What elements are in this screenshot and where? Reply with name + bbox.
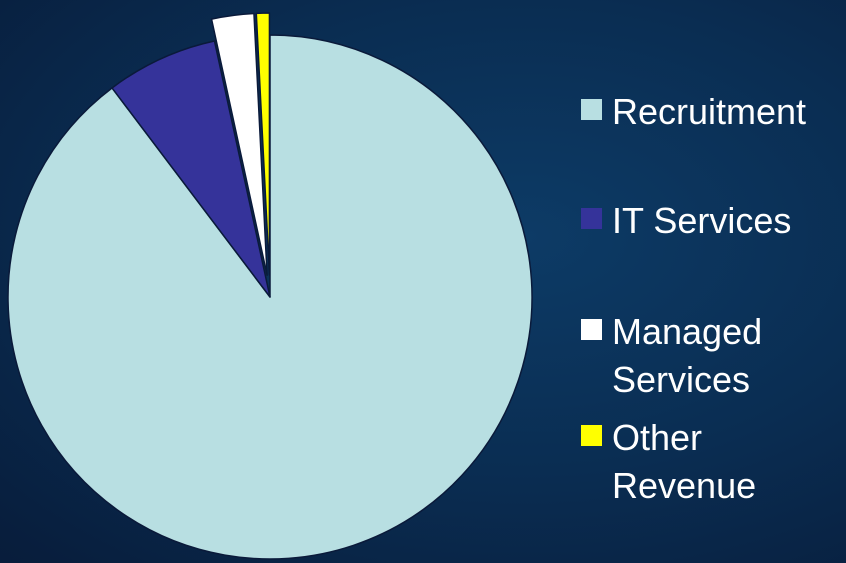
pie-chart	[7, 12, 533, 560]
legend-swatch-it-services	[581, 208, 602, 229]
legend-item-recruitment: Recruitment	[581, 88, 806, 136]
legend-swatch-managed-services	[581, 319, 602, 340]
legend-item-managed-services: Managed Services	[581, 308, 812, 404]
pie-slice-managed-services	[210, 12, 268, 276]
legend-swatch-other-revenue	[581, 425, 602, 446]
legend-label-recruitment: Recruitment	[612, 91, 807, 132]
pie-slice-it-services	[111, 40, 271, 298]
legend-item-other-revenue: Other Revenue	[581, 414, 812, 510]
legend-label-managed-services: Managed Services	[612, 311, 763, 400]
pie-slice-other-revenue	[255, 12, 271, 276]
legend-item-it-services: IT Services	[581, 197, 791, 245]
legend-label-other-revenue: Other Revenue	[612, 417, 757, 506]
legend-swatch-recruitment	[581, 99, 602, 120]
legend-label-it-services: IT Services	[612, 200, 792, 241]
